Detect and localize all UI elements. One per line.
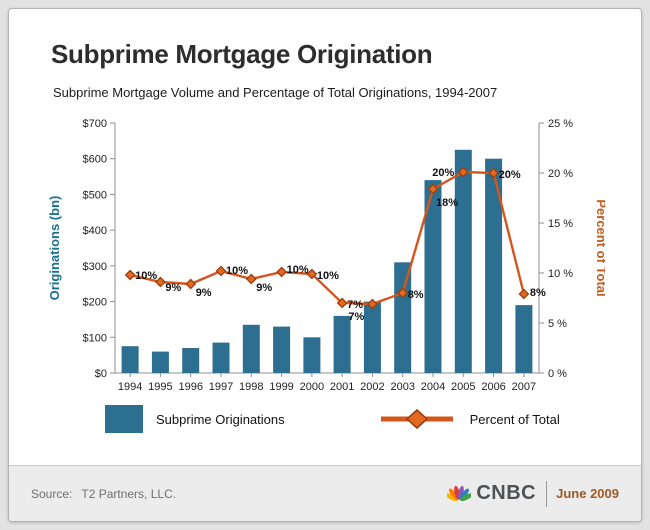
svg-text:20%: 20% bbox=[499, 169, 521, 181]
legend: Subprime Originations Percent of Total bbox=[105, 403, 560, 435]
legend-bar-swatch bbox=[105, 405, 143, 433]
bar-1997 bbox=[212, 342, 230, 373]
svg-text:7%: 7% bbox=[347, 299, 363, 311]
svg-text:2003: 2003 bbox=[390, 381, 414, 393]
bar-1996 bbox=[182, 348, 200, 373]
svg-text:Originations (bn): Originations (bn) bbox=[47, 196, 62, 301]
footer: Source: T2 Partners, LLC. CNBC June 2009 bbox=[9, 465, 641, 521]
line-marker-2002 bbox=[367, 298, 378, 310]
svg-text:1996: 1996 bbox=[178, 381, 202, 393]
legend-line-marker-icon bbox=[380, 408, 453, 430]
bar-2005 bbox=[454, 149, 472, 373]
svg-text:2005: 2005 bbox=[451, 381, 475, 393]
svg-text:10 %: 10 % bbox=[548, 268, 573, 280]
svg-text:5 %: 5 % bbox=[548, 318, 567, 330]
svg-text:1995: 1995 bbox=[148, 381, 172, 393]
bar-2000 bbox=[303, 337, 321, 373]
source-value: T2 Partners, LLC. bbox=[81, 486, 177, 501]
svg-text:9%: 9% bbox=[256, 282, 272, 294]
svg-text:18%: 18% bbox=[436, 197, 458, 209]
bar-1999 bbox=[273, 326, 291, 373]
svg-text:25 %: 25 % bbox=[548, 118, 573, 130]
line-marker-1995 bbox=[155, 276, 166, 288]
svg-text:$500: $500 bbox=[83, 189, 107, 201]
line-marker-2000 bbox=[306, 268, 318, 280]
source-line: Source: T2 Partners, LLC. bbox=[31, 487, 176, 501]
svg-text:1997: 1997 bbox=[209, 381, 233, 393]
svg-text:$400: $400 bbox=[83, 225, 107, 237]
svg-text:2006: 2006 bbox=[481, 381, 505, 393]
svg-text:1994: 1994 bbox=[118, 381, 142, 393]
legend-bar-label: Subprime Originations bbox=[156, 411, 285, 427]
bar-2003 bbox=[394, 262, 412, 373]
bar-1998 bbox=[242, 324, 260, 373]
footer-date: June 2009 bbox=[556, 486, 619, 501]
svg-text:9%: 9% bbox=[165, 282, 181, 294]
svg-text:2007: 2007 bbox=[512, 381, 536, 393]
svg-text:10%: 10% bbox=[317, 270, 339, 282]
line-marker-2005 bbox=[457, 166, 469, 178]
bar-2001 bbox=[333, 315, 351, 373]
brand-area: CNBC June 2009 bbox=[447, 480, 619, 507]
svg-text:Percent of Total: Percent of Total bbox=[594, 199, 605, 296]
bar-2004 bbox=[424, 180, 442, 373]
svg-text:10%: 10% bbox=[226, 265, 248, 277]
line-marker-2006 bbox=[488, 167, 499, 179]
svg-text:0 %: 0 % bbox=[548, 368, 567, 380]
cnbc-peacock-icon bbox=[447, 485, 472, 501]
footer-divider bbox=[546, 480, 548, 507]
line-marker-2007 bbox=[518, 288, 530, 300]
bar-2007 bbox=[515, 305, 533, 373]
line-marker-1999 bbox=[276, 266, 287, 278]
svg-text:2002: 2002 bbox=[360, 381, 384, 393]
line-marker-1994 bbox=[124, 269, 136, 281]
svg-text:2004: 2004 bbox=[421, 381, 445, 393]
line-marker-1996 bbox=[185, 278, 197, 290]
source-label: Source: bbox=[31, 486, 73, 501]
svg-text:2001: 2001 bbox=[330, 381, 354, 393]
page-title: Subprime Mortgage Origination bbox=[51, 39, 433, 69]
cnbc-wordmark: CNBC bbox=[476, 482, 537, 504]
svg-text:$200: $200 bbox=[83, 297, 107, 309]
svg-text:$0: $0 bbox=[95, 368, 107, 380]
svg-text:8%: 8% bbox=[530, 287, 546, 299]
svg-text:8%: 8% bbox=[408, 289, 424, 301]
chart-card: Subprime Mortgage Origination Subprime M… bbox=[8, 8, 642, 522]
svg-text:$300: $300 bbox=[83, 261, 107, 273]
line-marker-2003 bbox=[397, 287, 409, 299]
percent-line bbox=[129, 170, 526, 306]
bar-2006 bbox=[485, 158, 503, 373]
line-marker-1997 bbox=[215, 265, 227, 277]
bar-1994 bbox=[121, 346, 139, 373]
svg-text:$100: $100 bbox=[83, 332, 107, 344]
legend-line-label: Percent of Total bbox=[469, 411, 560, 427]
svg-text:7%: 7% bbox=[348, 311, 364, 323]
svg-text:$600: $600 bbox=[83, 154, 107, 166]
svg-text:1998: 1998 bbox=[239, 381, 263, 393]
svg-text:10%: 10% bbox=[287, 264, 309, 276]
line-marker-2004 bbox=[427, 183, 439, 195]
svg-text:20 %: 20 % bbox=[548, 168, 573, 180]
svg-text:$700: $700 bbox=[83, 118, 107, 130]
bar-1995 bbox=[151, 351, 169, 373]
line-marker-2001 bbox=[336, 297, 348, 309]
line-marker-1998 bbox=[245, 273, 257, 285]
chart-svg: $0 $100 $200 $300 $400 $500 $600 $700 0 % 5 % 10 %… bbox=[47, 118, 605, 393]
svg-text:10%: 10% bbox=[135, 270, 157, 282]
svg-text:1999: 1999 bbox=[269, 381, 293, 393]
svg-text:2000: 2000 bbox=[300, 381, 324, 393]
svg-text:20%: 20% bbox=[432, 167, 454, 179]
svg-text:15 %: 15 % bbox=[548, 218, 573, 230]
page-subtitle: Subprime Mortgage Volume and Percentage … bbox=[53, 85, 498, 100]
bar-2002 bbox=[363, 301, 381, 373]
svg-text:9%: 9% bbox=[196, 287, 212, 299]
